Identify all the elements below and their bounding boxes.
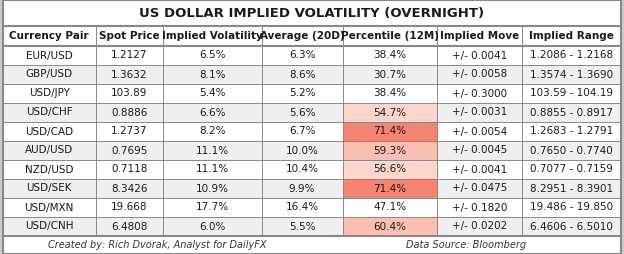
Text: 10.4%: 10.4% [286,165,319,174]
Text: 1.2683 - 1.2791: 1.2683 - 1.2791 [530,126,613,136]
Text: 6.4808: 6.4808 [111,221,147,231]
Text: USD/CNH: USD/CNH [25,221,74,231]
Text: 56.6%: 56.6% [373,165,406,174]
Text: 30.7%: 30.7% [373,70,406,80]
Text: 6.4606 - 6.5010: 6.4606 - 6.5010 [530,221,613,231]
Text: 10.0%: 10.0% [286,146,319,155]
Text: Currency Pair: Currency Pair [9,31,89,41]
Bar [343,217,437,236]
Text: 19.668: 19.668 [111,202,147,213]
Bar [3,198,621,217]
Text: 38.4%: 38.4% [373,51,406,60]
Bar [343,122,437,141]
Text: +/- 0.0041: +/- 0.0041 [452,165,507,174]
Text: +/- 0.0202: +/- 0.0202 [452,221,507,231]
Bar [3,217,621,236]
Text: 6.3%: 6.3% [289,51,315,60]
Text: +/- 0.0058: +/- 0.0058 [452,70,507,80]
Text: 11.1%: 11.1% [196,146,229,155]
Text: 8.6%: 8.6% [289,70,315,80]
Text: 0.8886: 0.8886 [111,107,147,118]
Bar [3,65,621,84]
Text: USD/MXN: USD/MXN [24,202,74,213]
Text: Spot Price: Spot Price [99,31,160,41]
Text: 0.7077 - 0.7159: 0.7077 - 0.7159 [530,165,613,174]
Text: 6.0%: 6.0% [199,221,225,231]
Text: 8.1%: 8.1% [199,70,225,80]
Text: Created by: Rich Dvorak, Analyst for DailyFX: Created by: Rich Dvorak, Analyst for Dai… [48,240,266,250]
Text: +/- 0.0045: +/- 0.0045 [452,146,507,155]
Bar [3,122,621,141]
Bar [3,179,621,198]
Bar [343,141,437,160]
Text: 19.486 - 19.850: 19.486 - 19.850 [530,202,613,213]
Bar [3,26,621,46]
Text: 17.7%: 17.7% [196,202,229,213]
Text: 5.5%: 5.5% [289,221,315,231]
Text: 8.3426: 8.3426 [111,183,147,194]
Bar [3,0,621,26]
Bar [3,46,621,65]
Text: 8.2951 - 8.3901: 8.2951 - 8.3901 [530,183,613,194]
Bar [3,160,621,179]
Bar [343,103,437,122]
Text: GBP/USD: GBP/USD [26,70,73,80]
Bar [3,236,621,254]
Text: +/- 0.0475: +/- 0.0475 [452,183,507,194]
Text: +/- 0.1820: +/- 0.1820 [452,202,507,213]
Text: 54.7%: 54.7% [373,107,406,118]
Text: +/- 0.3000: +/- 0.3000 [452,88,507,99]
Bar [343,160,437,179]
Text: USD/CHF: USD/CHF [26,107,72,118]
Text: 103.59 - 104.19: 103.59 - 104.19 [530,88,613,99]
Text: USD/SEK: USD/SEK [26,183,72,194]
Text: 1.2086 - 1.2168: 1.2086 - 1.2168 [530,51,613,60]
Text: USD/CAD: USD/CAD [25,126,74,136]
Bar [343,179,437,198]
Text: 0.7695: 0.7695 [111,146,147,155]
Text: 6.6%: 6.6% [199,107,225,118]
Text: 1.2127: 1.2127 [111,51,147,60]
Text: Data Source: Bloomberg: Data Source: Bloomberg [406,240,527,250]
Text: 11.1%: 11.1% [196,165,229,174]
Text: 38.4%: 38.4% [373,88,406,99]
Text: EUR/USD: EUR/USD [26,51,72,60]
Text: 6.7%: 6.7% [289,126,315,136]
Bar [3,84,621,103]
Bar [3,141,621,160]
Text: +/- 0.0054: +/- 0.0054 [452,126,507,136]
Text: Implied Range: Implied Range [529,31,614,41]
Text: 9.9%: 9.9% [289,183,315,194]
Text: +/- 0.0041: +/- 0.0041 [452,51,507,60]
Text: Average (20D): Average (20D) [260,31,344,41]
Text: 6.5%: 6.5% [199,51,225,60]
Text: 103.89: 103.89 [111,88,147,99]
Text: Percentile (12M): Percentile (12M) [341,31,439,41]
Text: 60.4%: 60.4% [373,221,406,231]
Text: 10.9%: 10.9% [196,183,229,194]
Text: AUD/USD: AUD/USD [25,146,74,155]
Text: 1.2737: 1.2737 [111,126,147,136]
Text: Implied Move: Implied Move [440,31,519,41]
Text: 0.8855 - 0.8917: 0.8855 - 0.8917 [530,107,613,118]
Text: 0.7650 - 0.7740: 0.7650 - 0.7740 [530,146,613,155]
Text: 71.4%: 71.4% [373,126,406,136]
Text: Implied Volatility: Implied Volatility [162,31,263,41]
Text: 16.4%: 16.4% [286,202,319,213]
Text: 59.3%: 59.3% [373,146,406,155]
Text: 5.4%: 5.4% [199,88,225,99]
Text: 71.4%: 71.4% [373,183,406,194]
Text: +/- 0.0031: +/- 0.0031 [452,107,507,118]
Text: USD/JPY: USD/JPY [29,88,70,99]
Text: 5.6%: 5.6% [289,107,315,118]
Text: 47.1%: 47.1% [373,202,406,213]
Text: 8.2%: 8.2% [199,126,225,136]
Text: 5.2%: 5.2% [289,88,315,99]
Bar [3,103,621,122]
Text: 0.7118: 0.7118 [111,165,147,174]
Text: 1.3632: 1.3632 [111,70,147,80]
Text: US DOLLAR IMPLIED VOLATILITY (OVERNIGHT): US DOLLAR IMPLIED VOLATILITY (OVERNIGHT) [139,7,485,20]
Text: NZD/USD: NZD/USD [25,165,74,174]
Text: 1.3574 - 1.3690: 1.3574 - 1.3690 [530,70,613,80]
